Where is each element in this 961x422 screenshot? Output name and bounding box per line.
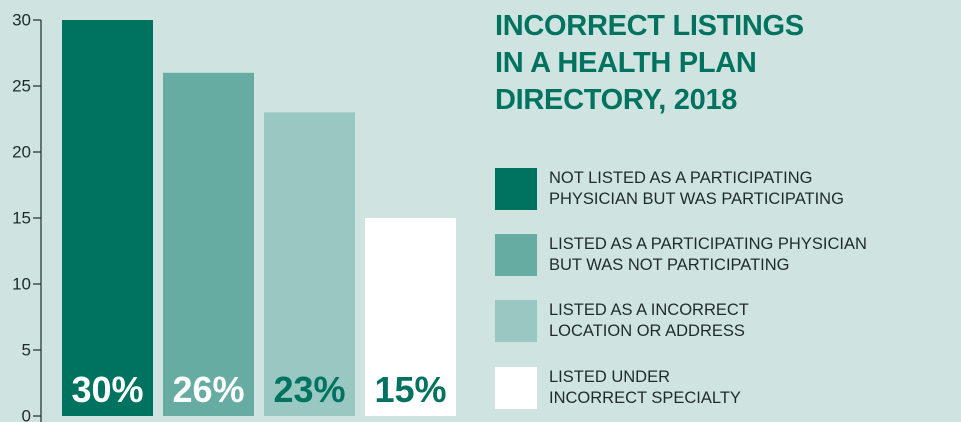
bar — [365, 218, 456, 416]
data-label: 15% — [374, 369, 446, 410]
legend-item: LISTED UNDER INCORRECT SPECIALTY — [495, 367, 961, 411]
chart-title: INCORRECT LISTINGS IN A HEALTH PLAN DIRE… — [495, 10, 804, 116]
legend-item: LISTED AS A PARTICIPATING PHYSICIAN BUT … — [495, 234, 961, 278]
data-label: 30% — [71, 369, 143, 410]
y-tick-label: 15 — [12, 209, 31, 228]
data-label: 26% — [172, 369, 244, 410]
bar — [264, 112, 355, 417]
bar-chart: 0 5 10 15 20 25 30 30% 26% 23% 15% — [12, 11, 456, 422]
y-tick-label: 25 — [12, 77, 31, 96]
legend-item: NOT LISTED AS A PARTICIPATING PHYSICIAN … — [495, 168, 961, 212]
data-labels: 30% 26% 23% 15% — [71, 369, 446, 410]
legend-item: LISTED AS A INCORRECT LOCATION OR ADDRES… — [495, 300, 961, 344]
y-tick-label: 30 — [12, 11, 31, 30]
legend-swatch — [495, 300, 537, 342]
data-label: 23% — [273, 369, 345, 410]
legend-label: LISTED AS A INCORRECT LOCATION OR ADDRES… — [549, 301, 749, 340]
bar — [62, 20, 153, 416]
legend-swatch — [495, 367, 537, 409]
y-tick-label: 5 — [22, 341, 31, 360]
y-axis: 0 5 10 15 20 25 30 — [12, 11, 42, 422]
legend-label: LISTED AS A PARTICIPATING PHYSICIAN BUT … — [549, 235, 867, 274]
y-tick-label: 10 — [12, 275, 31, 294]
bar — [163, 72, 254, 417]
legend-swatch — [495, 168, 537, 210]
y-tick-label: 20 — [12, 143, 31, 162]
bars — [62, 20, 456, 417]
y-tick-label: 0 — [22, 407, 31, 422]
legend-label: NOT LISTED AS A PARTICIPATING PHYSICIAN … — [549, 169, 844, 208]
legend-swatch — [495, 234, 537, 276]
legend-label: LISTED UNDER INCORRECT SPECIALTY — [549, 368, 741, 407]
